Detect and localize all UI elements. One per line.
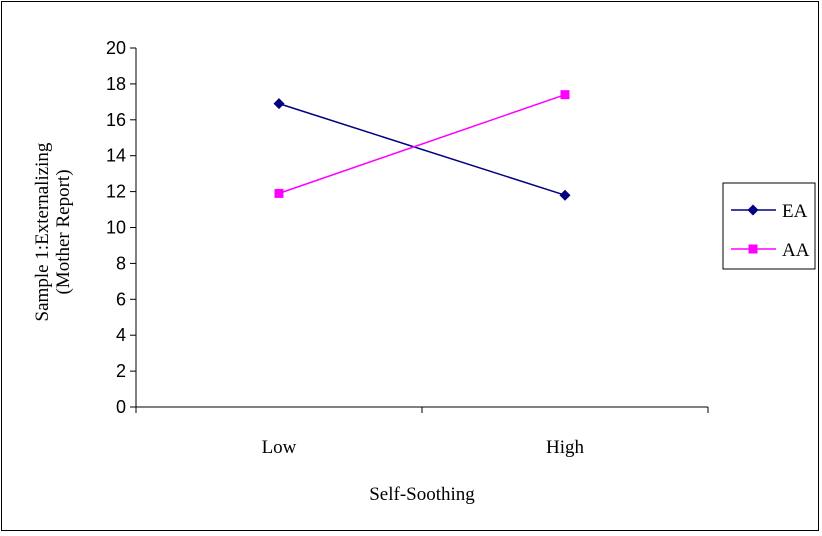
legend: EA AA (722, 182, 816, 270)
y-tick-label: 10 (106, 218, 126, 238)
y-tick-label: 14 (106, 146, 126, 166)
data-point-ea (559, 189, 571, 201)
y-axis: 0 2 4 6 8 10 12 14 16 18 20 (106, 38, 137, 417)
series-layer (273, 90, 571, 201)
series-line-aa (278, 93, 566, 195)
legend-label-ea: EA (782, 201, 808, 222)
y-tick-label: 2 (116, 361, 126, 381)
y-tick-label: 8 (116, 253, 126, 273)
x-axis-title: Self-Soothing (369, 484, 475, 505)
y-tick-label: 6 (116, 289, 126, 309)
x-axis: Low High (135, 406, 709, 458)
legend-marker-ea (747, 204, 759, 216)
data-point-aa (274, 188, 284, 198)
y-axis-title-line-1: Sample 1:Externalizing (32, 142, 53, 321)
y-tick-label: 16 (106, 110, 126, 130)
y-tick-label: 0 (116, 397, 126, 417)
y-tick-label: 20 (106, 38, 126, 58)
series-line-ea (278, 102, 566, 196)
legend-marker-aa (748, 244, 758, 254)
y-axis-title-line-2: (Mother Report) (53, 169, 74, 294)
x-tick-label: Low (262, 437, 297, 458)
legend-label-aa: AA (782, 240, 810, 261)
legend-box (722, 182, 816, 270)
y-tick-label: 18 (106, 74, 126, 94)
data-point-ea (273, 98, 285, 110)
y-tick-label: 4 (116, 325, 126, 345)
x-tick-label: High (546, 437, 585, 458)
y-tick-label: 12 (106, 182, 126, 202)
data-point-aa (560, 90, 570, 100)
